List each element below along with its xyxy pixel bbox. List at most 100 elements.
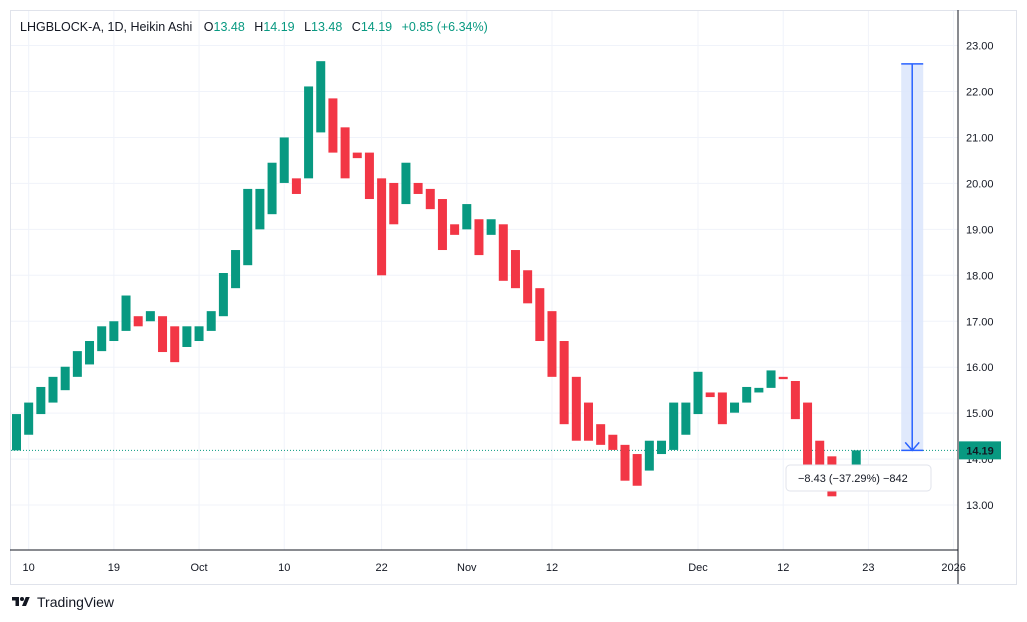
candle-down xyxy=(352,152,362,159)
measure-arrow-head-icon xyxy=(904,441,920,452)
chart-frame xyxy=(10,10,1017,585)
x-tick-label: 10 xyxy=(23,562,35,574)
candle-up xyxy=(255,188,265,230)
candle-up xyxy=(657,440,667,455)
candle-up xyxy=(85,341,95,365)
y-tick-label: 23.00 xyxy=(966,41,994,53)
last-price-tag xyxy=(959,441,1001,460)
candles[interactable] xyxy=(12,61,861,497)
candle-up xyxy=(72,351,82,377)
tradingview-logo-icon xyxy=(12,597,30,606)
high-label: H xyxy=(254,20,264,34)
candle-up xyxy=(316,61,326,133)
candle-down xyxy=(133,316,143,327)
candle-down xyxy=(559,341,569,425)
candle-down xyxy=(437,199,447,251)
x-tick-label: 19 xyxy=(108,562,120,574)
x-tick-label: 23 xyxy=(862,562,874,574)
candle-up xyxy=(742,386,752,403)
candle-down xyxy=(510,250,520,289)
candle-down xyxy=(608,434,618,450)
candle-up xyxy=(644,440,654,471)
y-tick-label: 15.00 xyxy=(966,408,994,420)
candle-down xyxy=(498,224,508,281)
open-label: O xyxy=(203,20,214,34)
candle-up xyxy=(145,311,155,322)
measure-tool[interactable]: −8.43 (−37.29%) −842 xyxy=(785,63,932,492)
candle-up xyxy=(766,370,776,388)
candle-up xyxy=(693,371,703,415)
candle-up xyxy=(754,387,764,393)
candle-up xyxy=(12,414,21,451)
x-tick-label: 2026 xyxy=(941,562,965,574)
candle-down xyxy=(474,219,484,256)
candle-down xyxy=(523,270,533,304)
y-tick-label: 17.00 xyxy=(966,316,994,328)
candle-up xyxy=(109,321,119,342)
grid xyxy=(11,11,958,550)
candle-up xyxy=(121,295,131,331)
last-price-label: 14.19 xyxy=(966,445,994,457)
candle-up xyxy=(401,162,411,205)
candle-down xyxy=(340,127,350,179)
x-tick-label: 10 xyxy=(278,562,290,574)
y-tick-label: 16.00 xyxy=(966,362,994,374)
y-tick-label: 13.00 xyxy=(966,500,994,512)
candle-up xyxy=(730,402,740,413)
candle-down xyxy=(291,178,301,194)
candle-down xyxy=(632,454,642,486)
low-label: L xyxy=(304,20,312,34)
candle-down xyxy=(803,402,813,481)
candle-up xyxy=(182,326,192,347)
candle-up xyxy=(60,366,70,391)
symbol-title: LHGBLOCK-A, 1D, Heikin Ashi xyxy=(20,20,193,34)
y-tick-label: 18.00 xyxy=(966,270,994,282)
candle-down xyxy=(596,424,606,445)
candle-down xyxy=(328,98,338,153)
candle-down xyxy=(620,444,630,481)
measure-label-box xyxy=(785,464,932,492)
candle-up xyxy=(218,273,228,317)
candle-up xyxy=(231,250,241,289)
x-tick-label: 22 xyxy=(375,562,387,574)
tradingview-brand[interactable]: TradingView xyxy=(10,594,114,610)
y-tick-label: 21.00 xyxy=(966,132,994,144)
candle-down xyxy=(547,311,557,377)
change-value: +0.85 (+6.34%) xyxy=(401,20,488,34)
candle-down xyxy=(571,376,581,441)
candle-down xyxy=(815,440,825,476)
candle-up xyxy=(48,376,58,403)
y-tick-label: 22.00 xyxy=(966,87,994,99)
candle-down xyxy=(450,224,460,235)
candle-up xyxy=(206,311,216,331)
candle-down xyxy=(717,392,727,425)
x-tick-label: Oct xyxy=(190,562,207,574)
high-value: 14.19 xyxy=(263,20,295,34)
candle-down xyxy=(583,402,593,441)
candle-down xyxy=(790,380,800,420)
candle-up xyxy=(279,137,289,183)
low-value: 13.48 xyxy=(311,20,343,34)
candle-up xyxy=(24,402,34,435)
candle-down xyxy=(170,326,180,363)
x-tick-label: Nov xyxy=(457,562,477,574)
chart[interactable]: −8.43 (−37.29%) −842 13.0014.0015.0016.0… xyxy=(0,0,1027,590)
candle-up xyxy=(243,188,253,266)
candle-down xyxy=(413,182,423,194)
candle-down xyxy=(364,152,374,200)
candle-down xyxy=(778,376,788,380)
measure-label: −8.43 (−37.29%) −842 xyxy=(798,473,908,485)
x-tick-label: Dec xyxy=(688,562,708,574)
x-tick-label: 12 xyxy=(546,562,558,574)
chart-legend: LHGBLOCK-A, 1D, Heikin Ashi O 13.48 H14.1… xyxy=(20,20,494,34)
candle-up xyxy=(669,402,679,450)
y-tick-label: 20.00 xyxy=(966,178,994,190)
axes: 13.0014.0015.0016.0017.0018.0019.0020.00… xyxy=(10,10,1001,584)
candle-up xyxy=(462,204,472,230)
candle-down xyxy=(377,178,387,276)
brand-name: TradingView xyxy=(37,594,115,610)
y-tick-label: 19.00 xyxy=(966,224,994,236)
candle-up xyxy=(97,326,107,352)
candle-down xyxy=(705,392,715,398)
candle-up xyxy=(36,386,46,415)
